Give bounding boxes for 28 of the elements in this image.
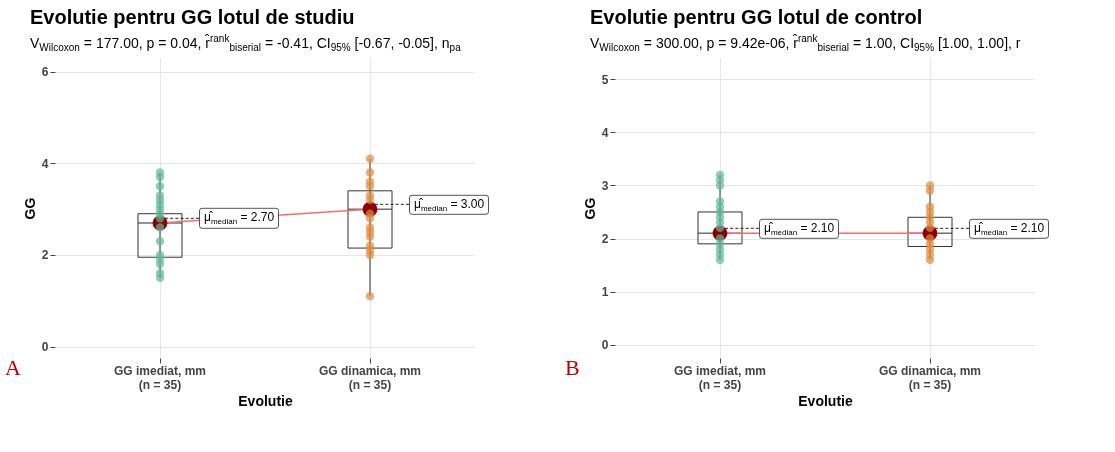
x-axis-title: Evolutie xyxy=(238,392,293,409)
x-tick-label: GG dinamica, mm (n = 35) xyxy=(318,363,422,392)
y-axis-title: GG xyxy=(581,197,598,220)
annotation: μ̂$_{median}$ = 3.00 xyxy=(409,194,490,215)
annotation: μ̂$_{median}$ = 2.10 xyxy=(759,218,840,239)
text: V$_{Wilcoxon}$ = 177.00, p = 0.04, r̂$^{rank}$$_{biserial}$ = -0.41, CI$_{95%}$ [-0.67, -0.05], n$_{pa}$ xyxy=(30,33,461,54)
text: A xyxy=(5,355,21,381)
x-axis-title: Evolutie xyxy=(798,392,853,409)
y-tick-label: 0 xyxy=(41,340,49,355)
annotation: μ̂$_{median}$ = 2.10 xyxy=(969,218,1050,239)
x-tick-label: GG imediat, mm (n = 35) xyxy=(113,363,207,392)
x-tick-label: GG dinamica, mm (n = 35) xyxy=(878,363,982,392)
y-tick-label: 3 xyxy=(601,179,609,194)
y-tick-label: 1 xyxy=(601,285,609,300)
y-tick-label: 4 xyxy=(41,157,49,172)
y-tick-label: 0 xyxy=(601,338,609,353)
annotation: μ̂$_{median}$ = 2.70 xyxy=(199,208,280,229)
y-tick-label: 2 xyxy=(41,248,49,263)
text: B xyxy=(565,355,580,381)
y-axis-title: GG xyxy=(21,197,38,220)
x-tick-label: GG imediat, mm (n = 35) xyxy=(673,363,767,392)
y-tick-label: 4 xyxy=(601,126,609,141)
chart-title: Evolutie pentru GG lotul de studiu xyxy=(30,6,356,29)
y-tick-label: 2 xyxy=(601,232,609,247)
y-tick-label: 6 xyxy=(41,65,49,80)
chart-subtitle: V$_{Wilcoxon}$ = 300.00, p = 9.42e-06, r̂$^{rank}$$_{biserial}$ = 1.00, CI$_{95%}$ [1.00, 1.00], r xyxy=(590,33,1022,54)
y-tick-label: 5 xyxy=(601,73,609,88)
chart-title: Evolutie pentru GG lotul de control xyxy=(590,6,924,29)
